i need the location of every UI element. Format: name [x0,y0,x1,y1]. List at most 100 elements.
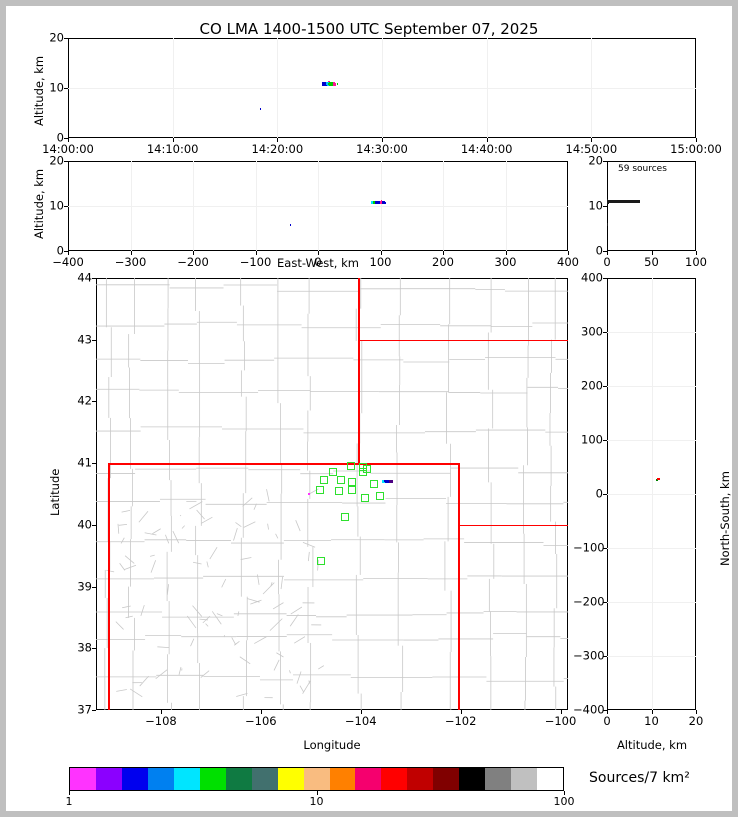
colorbar-tick-1 [316,791,318,795]
colorbar-swatch-16[interactable] [485,768,512,790]
map-source-cluster-47 [391,481,393,484]
lma-figure: CO LMA 1400-1500 UTC September 07, 2025 … [6,6,732,811]
ytick-label-3: −100 [573,540,605,555]
colorbar-tick-label-1: 10 [309,795,324,808]
xtick-8 [568,251,569,255]
xtick-0 [68,251,69,255]
xtick-1 [651,710,653,714]
colorbar-swatch-7[interactable] [251,768,278,790]
ytick-label-7: 300 [581,324,603,339]
ytick-label-1: 10 [588,198,603,213]
xtick-label-0: 14:00:00 [42,142,94,156]
colorbar-swatch-17[interactable] [511,768,538,790]
ytick-3 [603,548,607,549]
lma-station-marker-7 [347,478,356,487]
xtick-label-1: 50 [644,255,659,269]
ytick-6 [603,386,607,387]
colorbar-swatch-4[interactable] [173,768,200,790]
ytick-1 [64,206,68,207]
colorbar-swatch-8[interactable] [277,768,304,790]
colorbar-swatch-10[interactable] [329,768,356,790]
ytick-label-1: 10 [49,80,64,95]
lma-station-marker-13 [360,494,369,503]
ytick-label-0: −400 [573,702,605,717]
colorbar-swatch-6[interactable] [225,768,252,790]
gridline-time-5 [591,38,593,138]
lma-station-marker-3 [359,468,368,477]
colorbar-swatch-3[interactable] [147,768,174,790]
xtick-label-0: 0 [603,255,611,269]
colorbar-swatch-18[interactable] [537,768,564,790]
gridline-ew-3 [255,161,257,251]
ytick-label-0: 0 [595,243,603,258]
sources-density-colorbar[interactable] [69,767,564,791]
source-point-cluster-67 [383,200,386,203]
xtick-label-0: 0 [603,714,611,728]
xtick-7 [505,251,507,255]
gridline-ew-6 [443,161,444,251]
wyoming-east-border [358,278,360,464]
ytick-0 [64,138,68,139]
lma-station-marker-4 [329,467,338,476]
north-south-xlabel: Altitude, km [616,738,688,752]
histogram-bar-3 [607,200,640,203]
lma-station-marker-14 [341,512,350,521]
xtick-label-0: −400 [52,255,84,269]
colorbar-swatch-9[interactable] [303,768,330,790]
ns-source-point-0 [655,478,659,482]
altitude-histogram-panel[interactable] [607,161,696,251]
ytick-0 [64,251,68,252]
lma-station-marker-9 [315,486,324,495]
xtick-3 [460,710,462,714]
lma-station-marker-5 [319,475,328,484]
ytick-1 [603,656,607,657]
colorbar-swatch-15[interactable] [459,768,486,790]
gridline-ew-1 [130,161,132,251]
colorbar-swatch-11[interactable] [355,768,382,790]
xtick-label-3: −102 [444,714,477,728]
colorbar-swatch-0[interactable] [70,768,96,790]
xtick-2 [193,251,194,255]
county-boundaries [96,278,568,710]
latitude-longitude-map-panel[interactable] [96,278,568,710]
ytick-5 [92,401,96,403]
colorbar-swatch-5[interactable] [199,768,226,790]
ytick-1 [92,648,96,650]
source-point-4 [327,81,330,83]
map-source-point-4 [308,492,311,495]
xtick-0 [160,710,162,714]
map-plot-area [96,278,568,710]
gridline-time-1 [172,38,174,138]
xtick-5 [380,251,382,255]
xtick-label-5: 100 [369,255,392,269]
xtick-4 [486,138,488,142]
ytick-6 [92,339,96,341]
xtick-5 [591,138,593,142]
xtick-4 [318,251,319,255]
ytick-7 [603,332,607,333]
ytick-label-2: 20 [588,153,603,168]
colorbar-swatch-13[interactable] [407,768,434,790]
wyoming-nebraska-border [358,339,568,342]
colorbar-swatch-14[interactable] [433,768,460,790]
colorbar-swatch-1[interactable] [95,768,122,790]
xtick-2 [696,710,697,714]
ytick-label-4: 0 [595,486,603,501]
ytick-label-3: 40 [77,517,92,532]
xtick-label-4: −100 [544,714,577,728]
xtick-label-2: 14:20:00 [251,142,304,156]
north-south-plot-area [607,278,696,710]
ytick-label-1: 10 [49,198,64,213]
ytick-label-2: −200 [573,594,605,609]
xtick-2 [360,710,362,714]
xtick-label-2: −104 [344,714,377,728]
xtick-label-2: −200 [177,255,209,269]
xtick-0 [607,251,608,255]
histogram-bar-5 [607,198,608,201]
colorbar-swatch-2[interactable] [121,768,148,790]
nebraska-kansas-border [458,524,568,527]
colorbar-swatch-12[interactable] [381,768,408,790]
ytick-label-0: 0 [56,130,64,145]
xtick-label-1: 14:10:00 [146,142,199,156]
east-west-plot-area [68,161,568,251]
